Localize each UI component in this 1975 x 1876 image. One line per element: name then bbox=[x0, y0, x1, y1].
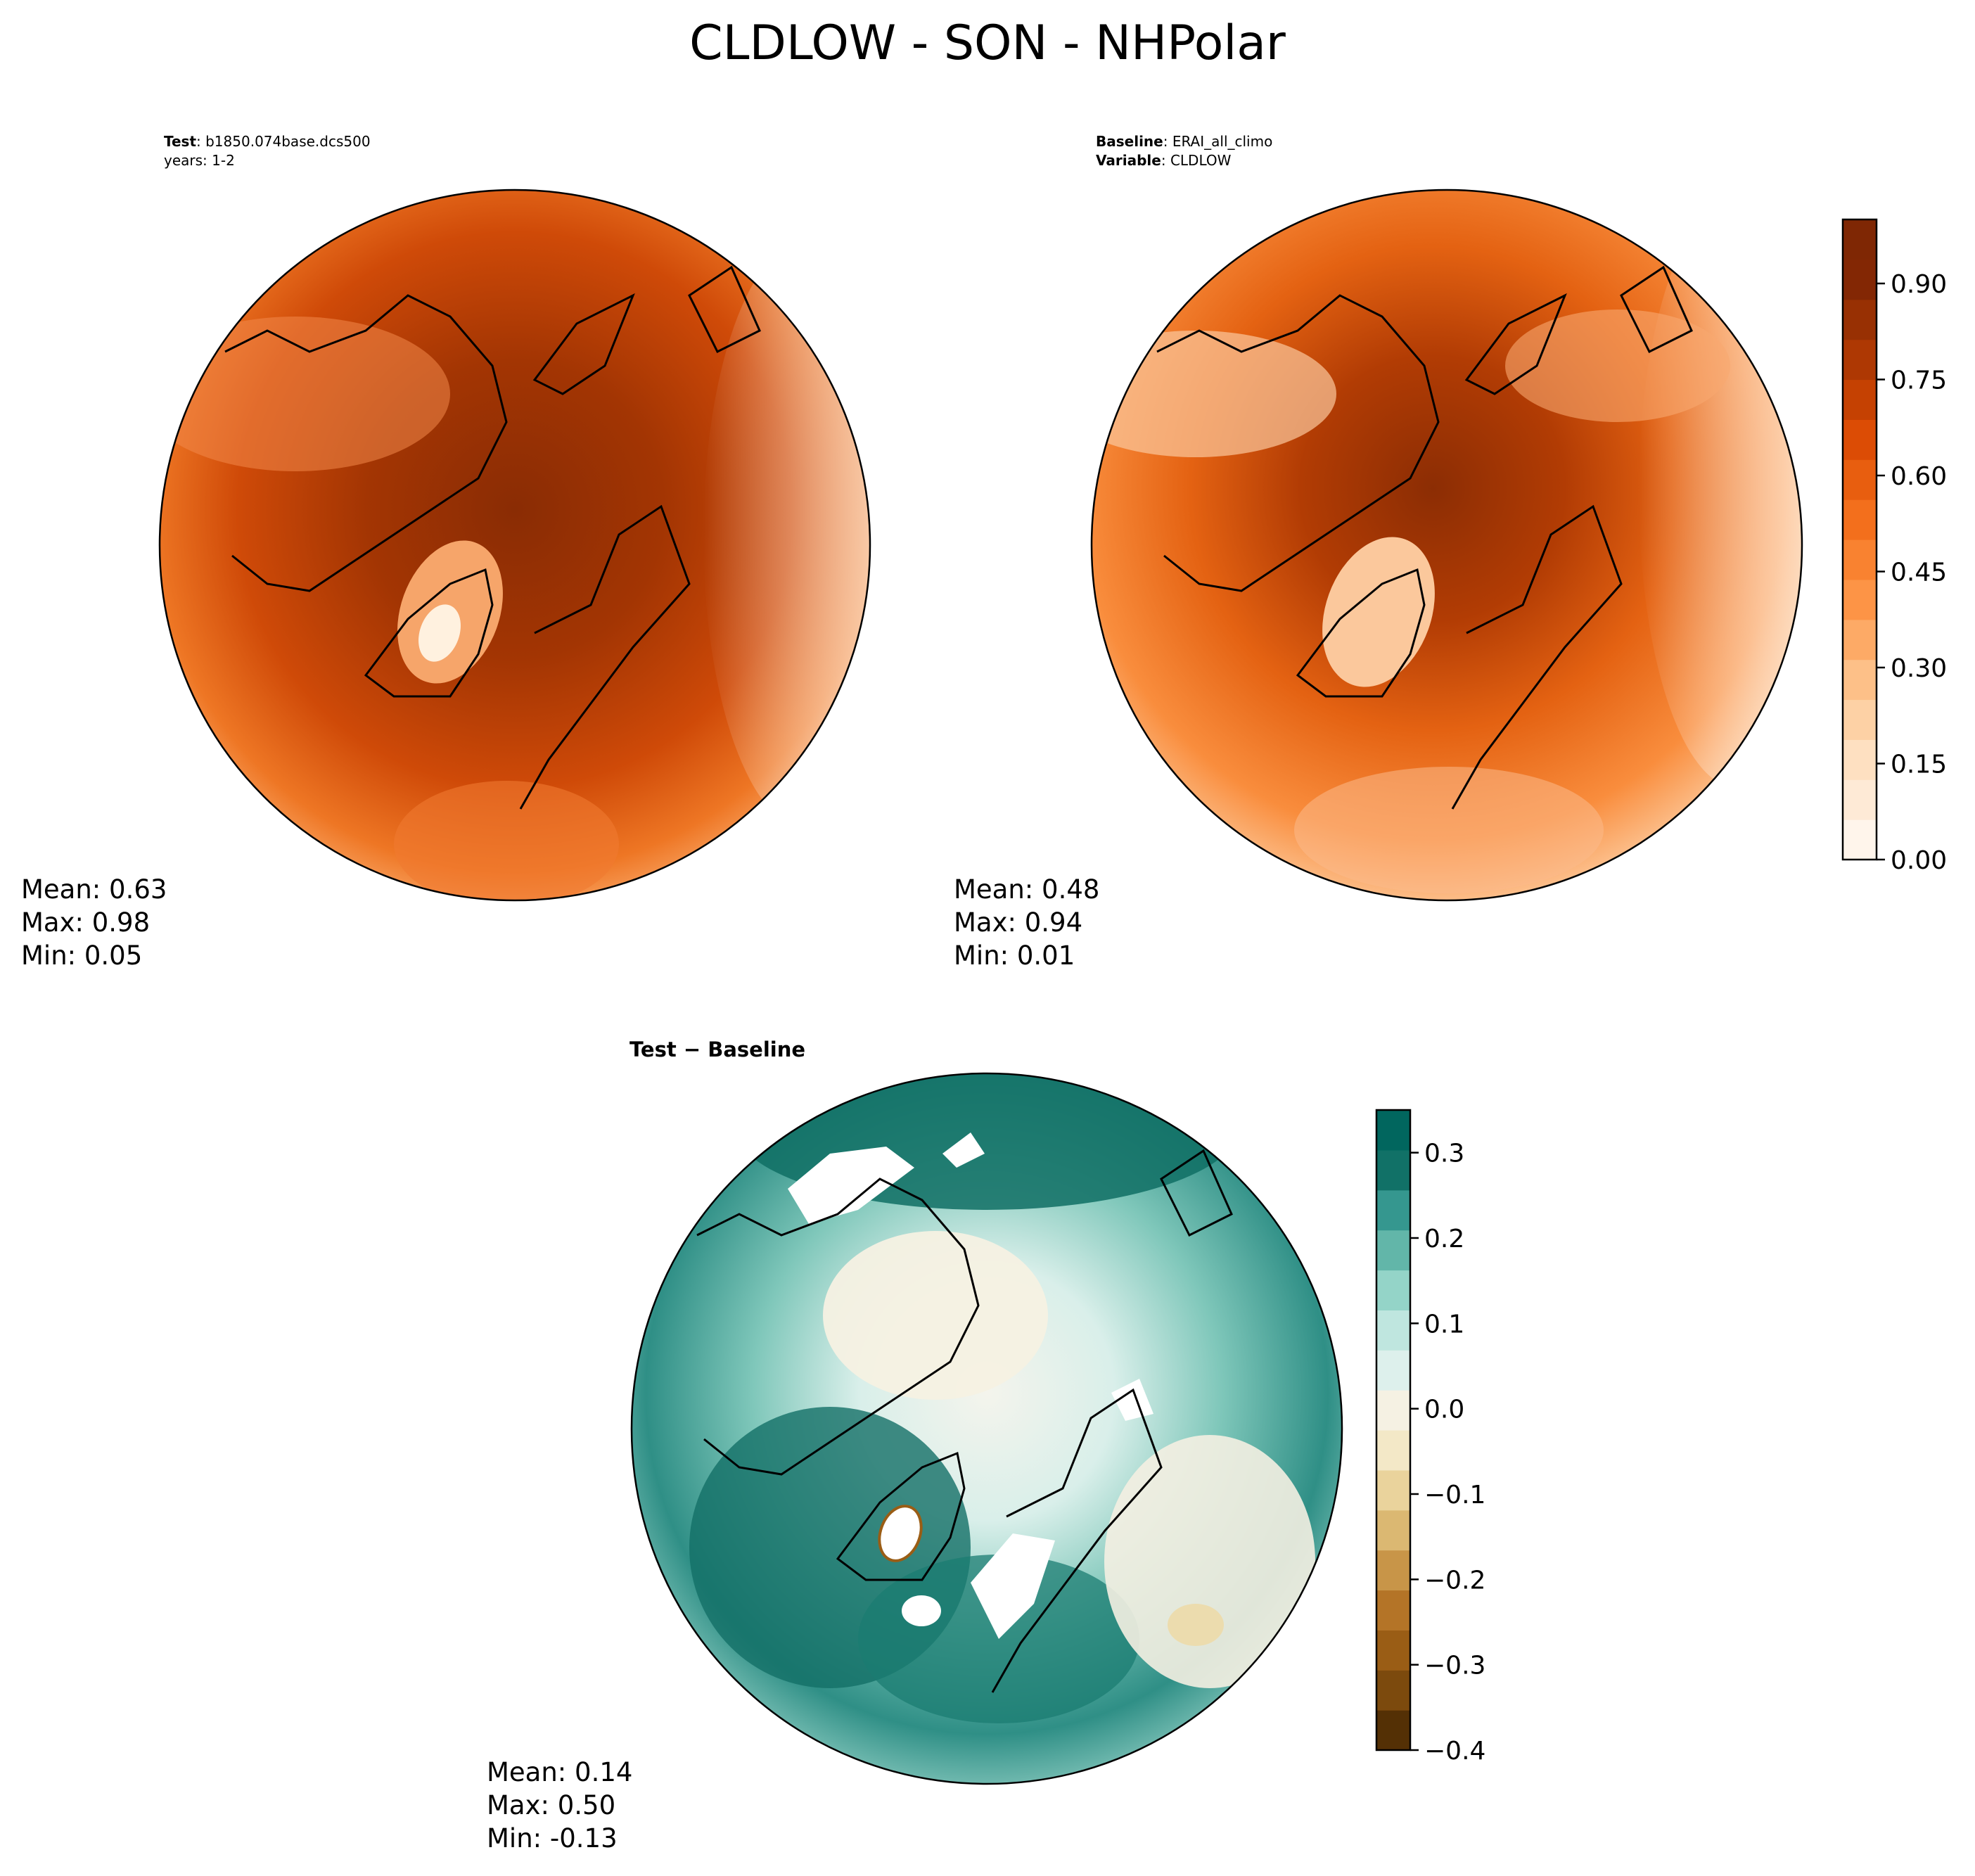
baseline-info-line2: Variable: CLDLOW bbox=[1096, 152, 1232, 169]
baseline-map-border bbox=[1090, 189, 1803, 902]
baseline-info-line1: Baseline: ERAI_all_climo bbox=[1096, 133, 1272, 150]
diff-colorbar-tick-label: −0.4 bbox=[1424, 1737, 1485, 1766]
main-colorbar-blocks bbox=[1843, 219, 1877, 860]
main-colorbar-tick-label: 0.30 bbox=[1891, 654, 1947, 683]
diff-colorbar-block bbox=[1376, 1430, 1410, 1471]
main-colorbar-ticks: 0.00 0.15 0.30 0.45 0.60 0.75 0.90 bbox=[1877, 270, 1947, 875]
main-colorbar-tick-label: 0.45 bbox=[1891, 559, 1947, 587]
diff-colorbar-block bbox=[1376, 1350, 1410, 1391]
main-colorbar-tick-label: 0.90 bbox=[1891, 270, 1947, 299]
diff-polar-map bbox=[632, 1073, 1342, 1784]
diff-colorbar-tick-label: 0.0 bbox=[1424, 1396, 1464, 1424]
main-colorbar-tick-label: 0.00 bbox=[1891, 846, 1947, 875]
diff-colorbar-block bbox=[1376, 1710, 1410, 1751]
main-colorbar-block bbox=[1843, 499, 1877, 540]
baseline-mean: Mean: 0.48 bbox=[954, 874, 1099, 905]
diff-mean: Mean: 0.14 bbox=[487, 1757, 632, 1787]
diff-colorbar-block bbox=[1376, 1310, 1410, 1351]
diff-colorbar-block bbox=[1376, 1270, 1410, 1310]
diff-colorbar-block bbox=[1376, 1590, 1410, 1631]
test-map-border bbox=[158, 189, 871, 902]
main-colorbar-block bbox=[1843, 540, 1877, 580]
test-label: Test bbox=[164, 133, 196, 150]
main-colorbar-block bbox=[1843, 219, 1877, 260]
baseline-max: Max: 0.94 bbox=[954, 907, 1082, 938]
test-mean: Mean: 0.63 bbox=[21, 874, 167, 905]
main-colorbar-block bbox=[1843, 579, 1877, 620]
main-colorbar-block bbox=[1843, 619, 1877, 661]
baseline-polar-map bbox=[1092, 190, 1802, 900]
diff-colorbar-tick-label: −0.1 bbox=[1424, 1481, 1485, 1510]
test-info-line1: Test: b1850.074base.dcs500 bbox=[164, 133, 371, 150]
diff-min: Min: -0.13 bbox=[487, 1823, 618, 1853]
test-panel: Test: b1850.074base.dcs500 years: 1-2 Me… bbox=[21, 133, 871, 971]
main-colorbar-block bbox=[1843, 459, 1877, 500]
diff-colorbar-tick-label: 0.1 bbox=[1424, 1310, 1464, 1339]
main-colorbar-tick-label: 0.75 bbox=[1891, 366, 1947, 395]
diff-colorbar-block bbox=[1376, 1550, 1410, 1591]
diff-colorbar-block bbox=[1376, 1630, 1410, 1671]
diff-colorbar-block bbox=[1376, 1469, 1410, 1511]
main-colorbar-frame bbox=[1841, 218, 1878, 861]
diff-coastlines bbox=[696, 1149, 1233, 1693]
diff-colorbar-tick-label: −0.2 bbox=[1424, 1566, 1485, 1595]
main-colorbar-block bbox=[1843, 379, 1877, 420]
main-colorbar: 0.00 0.15 0.30 0.45 0.60 0.75 0.90 bbox=[1841, 218, 1947, 875]
diff-colorbar-block bbox=[1376, 1390, 1410, 1431]
diff-map-border bbox=[630, 1072, 1343, 1785]
diff-colorbar-tick-label: 0.2 bbox=[1424, 1225, 1464, 1253]
diff-title: Test − Baseline bbox=[629, 1038, 805, 1061]
test-polar-map bbox=[160, 190, 870, 900]
diff-colorbar-tick-label: −0.3 bbox=[1424, 1652, 1485, 1680]
test-stats: Mean: 0.63 Max: 0.98 Min: 0.05 bbox=[21, 874, 167, 971]
diff-colorbar-frame bbox=[1375, 1109, 1412, 1751]
diff-colorbar-tick-label: 0.3 bbox=[1424, 1140, 1464, 1168]
main-colorbar-tick-label: 0.60 bbox=[1891, 462, 1947, 491]
diff-colorbar-block bbox=[1376, 1110, 1410, 1151]
main-colorbar-tick-label: 0.15 bbox=[1891, 751, 1947, 779]
main-colorbar-block bbox=[1843, 339, 1877, 381]
test-min: Min: 0.05 bbox=[21, 940, 142, 971]
main-colorbar-block bbox=[1843, 819, 1877, 860]
diff-colorbar-blocks bbox=[1376, 1110, 1410, 1751]
main-colorbar-block bbox=[1843, 779, 1877, 820]
baseline-min: Min: 0.01 bbox=[954, 940, 1075, 971]
main-colorbar-block bbox=[1843, 419, 1877, 460]
diff-colorbar-block bbox=[1376, 1149, 1410, 1191]
variable-label: Variable bbox=[1096, 152, 1161, 169]
diff-colorbar-ticks: 0.3 0.2 0.1 0.0 −0.1 −0.2 −0.3 −0.4 bbox=[1410, 1140, 1485, 1766]
main-colorbar-block bbox=[1843, 259, 1877, 300]
main-colorbar-block bbox=[1843, 659, 1877, 701]
test-max: Max: 0.98 bbox=[21, 907, 150, 938]
main-colorbar-block bbox=[1843, 299, 1877, 340]
main-colorbar-block bbox=[1843, 699, 1877, 740]
test-info-line2: years: 1-2 bbox=[164, 152, 235, 169]
test-coastlines bbox=[224, 265, 761, 810]
diff-max: Max: 0.50 bbox=[487, 1790, 615, 1820]
baseline-dataset-name: : ERAI_all_climo bbox=[1163, 133, 1273, 150]
diff-colorbar-block bbox=[1376, 1189, 1410, 1231]
diff-stats: Mean: 0.14 Max: 0.50 Min: -0.13 bbox=[487, 1757, 632, 1853]
diff-colorbar: 0.3 0.2 0.1 0.0 −0.1 −0.2 −0.3 −0.4 bbox=[1375, 1109, 1485, 1766]
diff-colorbar-block bbox=[1376, 1510, 1410, 1551]
diff-panel: Test − Baseline Mean: 0.14 bbox=[487, 1038, 1343, 1853]
baseline-coastlines bbox=[1156, 265, 1693, 810]
baseline-label: Baseline bbox=[1096, 133, 1163, 150]
variable-name: : CLDLOW bbox=[1161, 152, 1232, 169]
baseline-stats: Mean: 0.48 Max: 0.94 Min: 0.01 bbox=[954, 874, 1099, 971]
test-case-name: : b1850.074base.dcs500 bbox=[196, 133, 371, 150]
baseline-panel: Baseline: ERAI_all_climo Variable: CLDLO… bbox=[954, 133, 1803, 971]
diff-colorbar-block bbox=[1376, 1230, 1410, 1271]
main-colorbar-block bbox=[1843, 739, 1877, 780]
figure-title: CLDLOW - SON - NHPolar bbox=[689, 15, 1286, 71]
diff-colorbar-block bbox=[1376, 1670, 1410, 1711]
